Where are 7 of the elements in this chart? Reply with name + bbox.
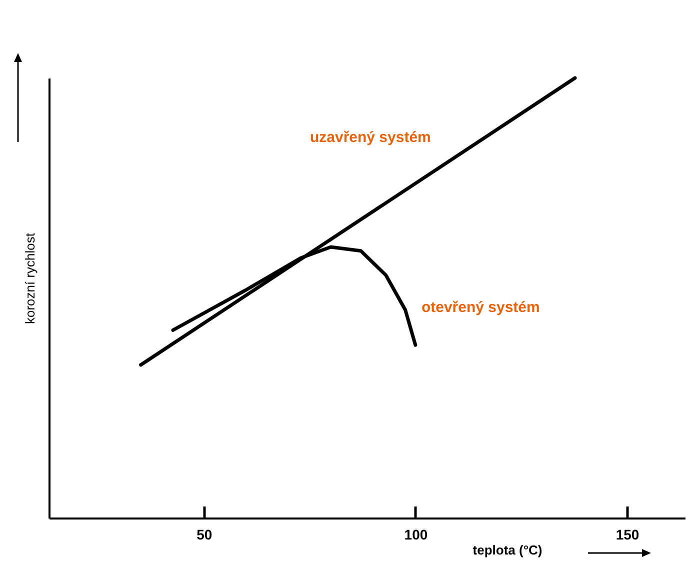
x-tick-label: 100 (404, 526, 428, 542)
series-label: uzavřený systém (310, 129, 431, 146)
x-tick-label: 50 (196, 526, 212, 542)
y-axis-title: korozní rychlost (22, 232, 38, 324)
series-label: otevřený systém (421, 299, 540, 316)
x-axis-title: teplota (°C) (472, 542, 542, 558)
x-tick-label: 150 (616, 526, 640, 542)
